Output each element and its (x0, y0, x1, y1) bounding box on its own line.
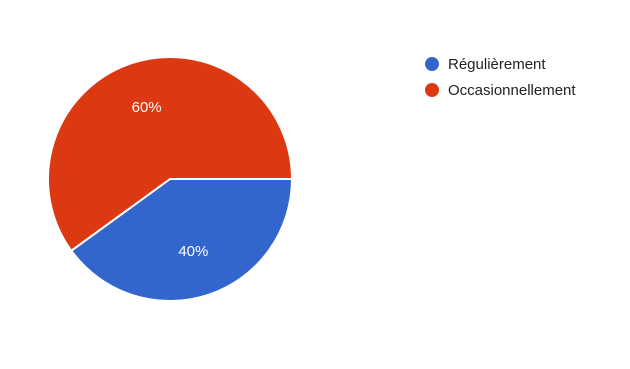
legend-label-2[interactable]: Occasionnellement (448, 82, 576, 99)
slice-data-label-1: 40% (178, 243, 208, 260)
legend-marker-2 (425, 83, 439, 97)
slice-data-label-2: 60% (132, 99, 162, 116)
legend-label-1[interactable]: Régulièrement (448, 56, 546, 73)
pie-slice-1[interactable] (69, 178, 294, 302)
pie-group (47, 56, 294, 302)
pie-labels: 40% 60% (132, 99, 209, 260)
legend: Régulièrement Occasionnellement (425, 56, 576, 99)
pie-slice-2[interactable] (47, 56, 294, 253)
legend-marker-1 (425, 57, 439, 71)
